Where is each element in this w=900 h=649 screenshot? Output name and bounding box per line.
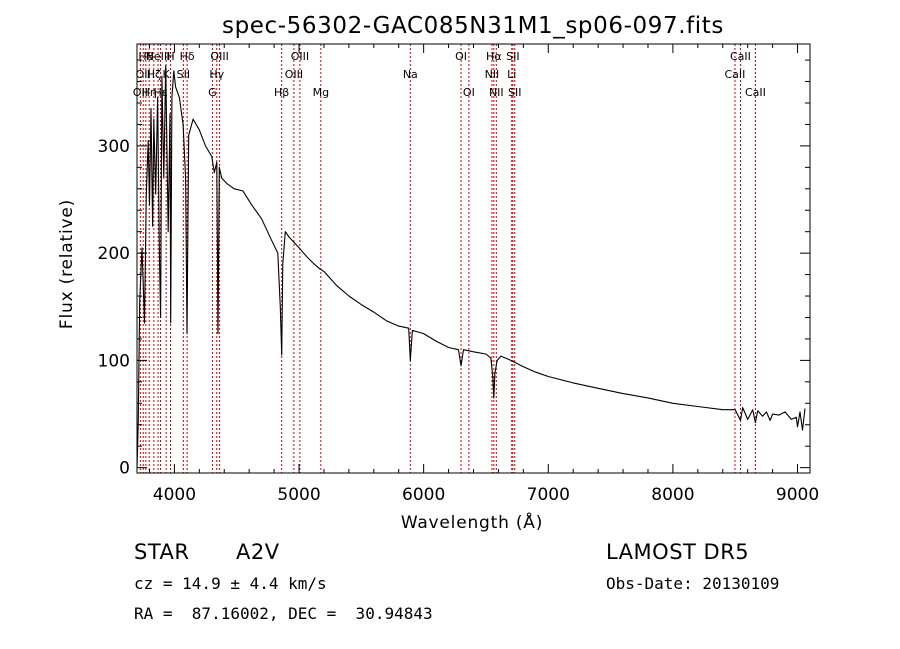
line-marker-label: Hβ xyxy=(274,86,289,99)
line-marker-label: CaII xyxy=(730,50,751,63)
line-marker-label: SII xyxy=(506,50,519,63)
line-marker-label: Mg xyxy=(313,86,329,99)
spectrum-line xyxy=(136,64,806,468)
line-marker-label: SII xyxy=(177,68,190,81)
line-marker-label: OIII xyxy=(285,68,303,81)
line-marker-label: K xyxy=(163,68,171,81)
x-tick-label: 9000 xyxy=(776,485,819,505)
line-marker-label: NII xyxy=(485,68,500,81)
line-marker-label: Hζ xyxy=(147,68,161,81)
line-marker-label: H xyxy=(166,50,174,63)
line-marker-label: NeIII xyxy=(146,50,171,63)
line-marker-label: CaII xyxy=(745,86,766,99)
line-marker-labels: OIIOIIHθHηHζNeIIIHεKHSIIHδGHγOIIIHβOIIIO… xyxy=(133,50,766,99)
obs-date: Obs-Date: 20130109 xyxy=(606,574,780,593)
line-marker-label: Hα xyxy=(486,50,502,63)
velocity-readout: cz = 14.9 ± 4.4 km/s xyxy=(134,574,327,593)
spectrum-series xyxy=(136,64,806,468)
line-marker-label: OI xyxy=(455,50,467,63)
line-marker-label: Hη xyxy=(142,86,157,99)
line-marker-label: Hγ xyxy=(209,68,224,81)
plot-frame xyxy=(136,43,811,474)
x-tick-label: 7000 xyxy=(527,485,570,505)
line-marker-label: SII xyxy=(508,86,521,99)
line-marker-label: Li xyxy=(507,68,516,81)
x-axis: 4000 5000 6000 7000 8000 9000 xyxy=(148,44,819,505)
line-marker-label: OIII xyxy=(291,50,309,63)
line-marker-label: Hθ xyxy=(138,50,153,63)
survey-name: LAMOST DR5 xyxy=(606,540,750,564)
x-tick-label: 5000 xyxy=(277,485,320,505)
line-marker-label: Hδ xyxy=(180,50,195,63)
x-tick-label: 6000 xyxy=(402,485,445,505)
line-marker-label: OII xyxy=(136,68,151,81)
line-marker-label: OIII xyxy=(210,50,228,63)
line-markers xyxy=(139,44,756,473)
x-tick-label: 8000 xyxy=(651,485,694,505)
x-axis-label: Wavelength (Å) xyxy=(401,511,543,533)
line-marker-label: Hε xyxy=(153,86,167,99)
chart-title: spec-56302-GAC085N31M1_sp06-097.fits xyxy=(222,13,724,39)
object-class: STAR xyxy=(134,540,190,564)
y-tick-label: 200 xyxy=(98,244,130,264)
object-subclass: A2V xyxy=(236,540,280,564)
line-marker-label: NII xyxy=(489,86,504,99)
y-axis-label: Flux (relative) xyxy=(57,199,77,329)
line-marker-label: Na xyxy=(403,68,418,81)
y-tick-label: 0 xyxy=(119,459,130,479)
y-axis: 0 100 200 300 xyxy=(98,59,810,479)
y-tick-label: 100 xyxy=(98,351,130,371)
line-marker-label: OI xyxy=(463,86,475,99)
line-marker-label: G xyxy=(208,86,217,99)
y-tick-label: 300 xyxy=(98,137,130,157)
line-marker-label: CaII xyxy=(725,68,746,81)
coordinates: RA = 87.16002, DEC = 30.94843 xyxy=(134,604,433,623)
x-tick-label: 4000 xyxy=(153,485,196,505)
